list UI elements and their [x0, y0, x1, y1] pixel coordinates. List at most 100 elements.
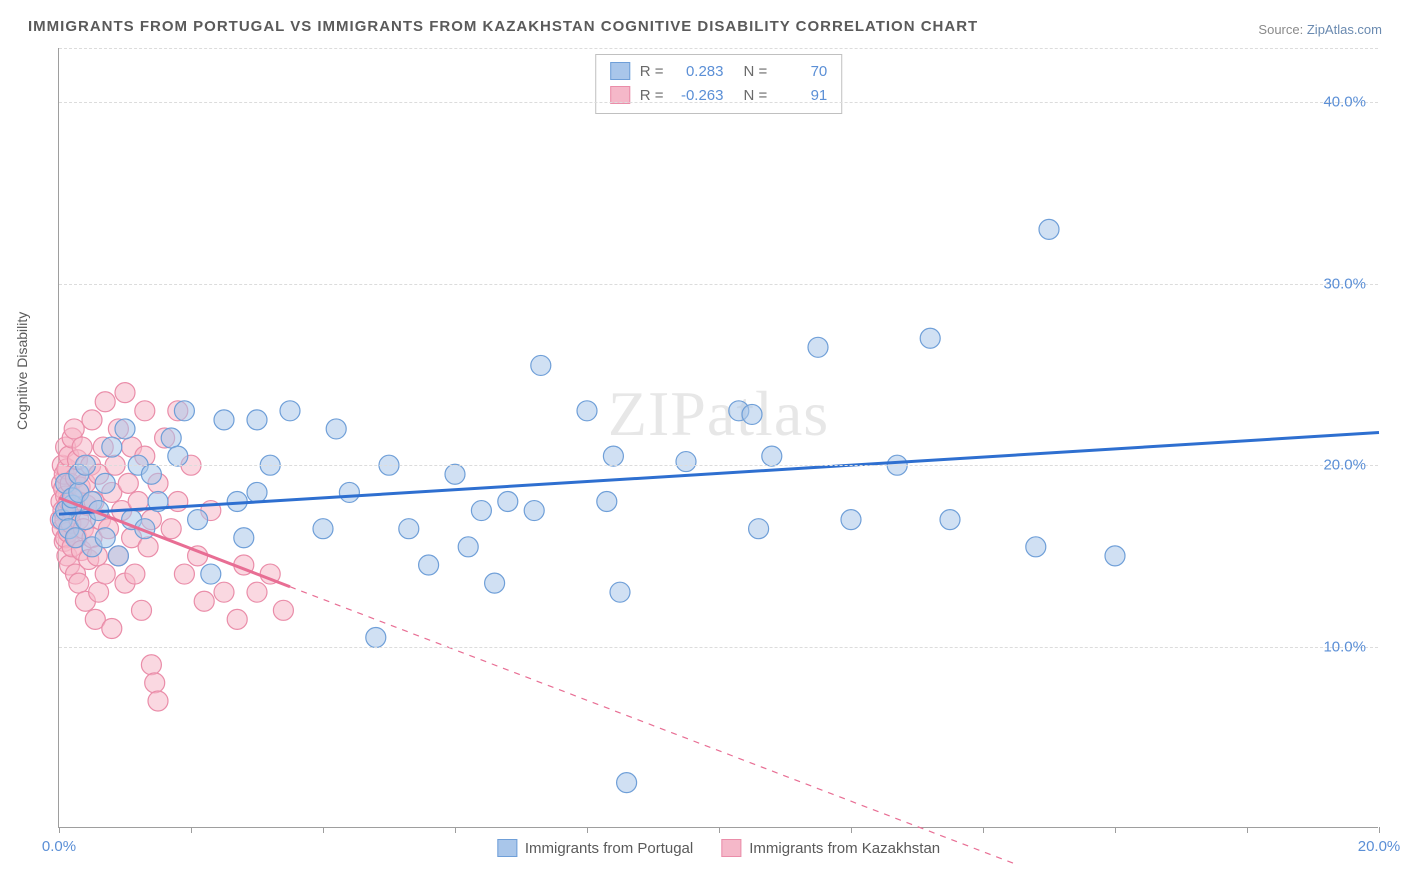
data-point-portugal: [617, 773, 637, 793]
legend-label-kazakhstan: Immigrants from Kazakhstan: [749, 840, 940, 857]
data-point-kazakhstan: [95, 564, 115, 584]
data-point-portugal: [188, 510, 208, 530]
n-label: N =: [744, 87, 768, 104]
data-point-portugal: [485, 573, 505, 593]
x-tick: [59, 827, 60, 833]
x-tick: [455, 827, 456, 833]
r-value-portugal: 0.283: [674, 63, 724, 80]
data-point-portugal: [108, 546, 128, 566]
data-point-kazakhstan: [161, 519, 181, 539]
chart-title: IMMIGRANTS FROM PORTUGAL VS IMMIGRANTS F…: [28, 18, 978, 35]
x-tick: [851, 827, 852, 833]
data-point-portugal: [531, 355, 551, 375]
data-point-kazakhstan: [273, 600, 293, 620]
stats-row-portugal: R = 0.283 N = 70: [610, 59, 828, 83]
x-tick: [1247, 827, 1248, 833]
data-point-portugal: [280, 401, 300, 421]
data-point-portugal: [102, 437, 122, 457]
data-point-kazakhstan: [141, 655, 161, 675]
r-label: R =: [640, 63, 664, 80]
n-value-kazakhstan: 91: [777, 87, 827, 104]
x-tick: [1379, 827, 1380, 833]
data-point-portugal: [940, 510, 960, 530]
x-tick: [323, 827, 324, 833]
data-point-portugal: [419, 555, 439, 575]
gridline: [59, 102, 1378, 103]
r-value-kazakhstan: -0.263: [674, 87, 724, 104]
data-point-portugal: [141, 464, 161, 484]
swatch-kazakhstan: [721, 839, 741, 857]
data-point-kazakhstan: [64, 419, 84, 439]
data-point-portugal: [920, 328, 940, 348]
data-point-kazakhstan: [69, 573, 89, 593]
data-point-portugal: [762, 446, 782, 466]
data-point-portugal: [1026, 537, 1046, 557]
chart-svg: [59, 48, 1378, 827]
data-point-kazakhstan: [118, 473, 138, 493]
data-point-kazakhstan: [132, 600, 152, 620]
legend-item-kazakhstan: Immigrants from Kazakhstan: [721, 839, 940, 857]
data-point-portugal: [577, 401, 597, 421]
data-point-portugal: [339, 482, 359, 502]
data-point-portugal: [841, 510, 861, 530]
gridline: [59, 647, 1378, 648]
data-point-kazakhstan: [247, 582, 267, 602]
data-point-kazakhstan: [145, 673, 165, 693]
data-point-portugal: [458, 537, 478, 557]
data-point-portugal: [524, 501, 544, 521]
legend-item-portugal: Immigrants from Portugal: [497, 839, 693, 857]
data-point-portugal: [115, 419, 135, 439]
data-point-kazakhstan: [82, 410, 102, 430]
data-point-portugal: [234, 528, 254, 548]
trend-extrapolation-kazakhstan: [290, 587, 1016, 865]
swatch-portugal: [610, 62, 630, 80]
gridline: [59, 284, 1378, 285]
data-point-kazakhstan: [72, 437, 92, 457]
data-point-kazakhstan: [125, 564, 145, 584]
y-tick-label: 40.0%: [1323, 94, 1366, 111]
data-point-portugal: [445, 464, 465, 484]
data-point-portugal: [95, 528, 115, 548]
x-tick: [983, 827, 984, 833]
x-tick-label: 20.0%: [1358, 838, 1401, 855]
data-point-kazakhstan: [115, 383, 135, 403]
source-label: Source:: [1258, 22, 1303, 37]
n-label: N =: [744, 63, 768, 80]
legend-label-portugal: Immigrants from Portugal: [525, 840, 693, 857]
data-point-kazakhstan: [194, 591, 214, 611]
data-point-portugal: [749, 519, 769, 539]
data-point-portugal: [174, 401, 194, 421]
data-point-kazakhstan: [89, 582, 109, 602]
swatch-portugal: [497, 839, 517, 857]
data-point-portugal: [808, 337, 828, 357]
gridline: [59, 465, 1378, 466]
gridline: [59, 48, 1378, 49]
y-tick-label: 30.0%: [1323, 275, 1366, 292]
r-label: R =: [640, 87, 664, 104]
data-point-portugal: [1039, 219, 1059, 239]
data-point-portugal: [366, 628, 386, 648]
data-point-portugal: [247, 410, 267, 430]
y-tick-label: 10.0%: [1323, 638, 1366, 655]
swatch-kazakhstan: [610, 86, 630, 104]
data-point-portugal: [610, 582, 630, 602]
plot-area: ZIPatlas R = 0.283 N = 70 R = -0.263 N =…: [58, 48, 1378, 828]
data-point-kazakhstan: [148, 691, 168, 711]
data-point-portugal: [603, 446, 623, 466]
source-link[interactable]: ZipAtlas.com: [1307, 22, 1382, 37]
x-tick: [719, 827, 720, 833]
data-point-portugal: [168, 446, 188, 466]
source-attribution: Source: ZipAtlas.com: [1258, 22, 1382, 37]
data-point-kazakhstan: [95, 392, 115, 412]
data-point-portugal: [597, 491, 617, 511]
data-point-portugal: [247, 482, 267, 502]
data-point-portugal: [313, 519, 333, 539]
bottom-legend: Immigrants from Portugal Immigrants from…: [497, 839, 940, 857]
trend-line-portugal: [59, 433, 1379, 515]
data-point-kazakhstan: [174, 564, 194, 584]
data-point-kazakhstan: [227, 609, 247, 629]
x-tick: [587, 827, 588, 833]
data-point-portugal: [201, 564, 221, 584]
data-point-kazakhstan: [214, 582, 234, 602]
x-tick-label: 0.0%: [42, 838, 76, 855]
